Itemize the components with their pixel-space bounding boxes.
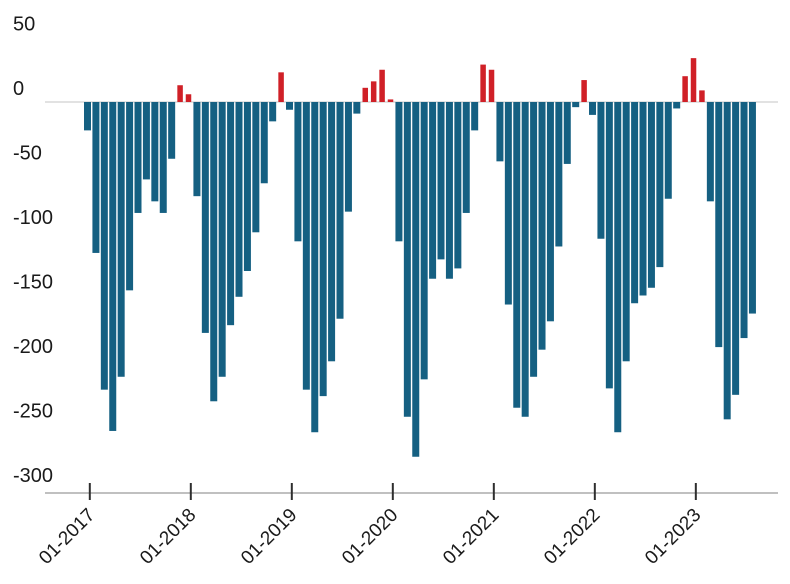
bar-negative [193,102,201,197]
bar-negative [740,102,748,339]
bar-positive [185,94,192,102]
bar-negative [336,102,344,319]
bar-negative [530,102,538,377]
bar-negative [605,102,613,389]
bar-negative [647,102,655,288]
y-tick-label: -200 [13,336,53,358]
bar-negative [631,102,639,304]
bar-negative [311,102,319,433]
bar-negative [412,102,420,457]
bar-negative [294,102,302,242]
y-tick-label: -100 [13,207,53,229]
bar-negative [201,102,209,333]
x-tick-label: 01-2017 [35,505,99,569]
bar-negative [622,102,630,362]
bar-negative [142,102,150,180]
bar-negative [664,102,672,199]
bar-negative [344,102,352,212]
bar-negative [429,102,437,279]
bar-positive [370,81,377,102]
bar-positive [581,80,587,102]
x-tick-label: 01-2023 [641,505,705,569]
bar-negative [521,102,529,417]
y-tick-label: -50 [13,143,42,165]
bar-negative [513,102,521,408]
bar-negative [723,102,731,420]
bar-negative [235,102,243,297]
y-tick-label: -150 [13,272,53,294]
bar-negative [445,102,453,279]
y-tick-label: -300 [13,465,53,487]
bar-positive [690,58,697,102]
bar-negative [614,102,622,433]
bar-positive [682,76,688,102]
bar-negative [395,102,403,242]
bar-negative [639,102,647,296]
bar-negative [269,102,277,122]
bar-negative [126,102,134,291]
x-tick-label: 01-2022 [540,505,604,569]
x-tick-label: 01-2021 [439,505,503,569]
bar-negative [715,102,723,348]
bar-negative [328,102,336,362]
bar-negative [353,102,361,114]
y-tick-label: 0 [13,78,24,100]
bar-positive [177,85,183,102]
bar-negative [218,102,226,377]
bar-negative [546,102,554,322]
bar-negative [420,102,428,380]
bar-negative [471,102,479,131]
bar-negative [151,102,159,202]
bar-negative [597,102,605,239]
bar-positive [699,90,705,102]
bar-negative [656,102,664,268]
bar-positive [480,64,486,102]
x-tick-label: 01-2018 [136,505,200,569]
bar-positive [488,69,495,102]
bar-negative [210,102,218,402]
bar-negative [403,102,411,417]
bar-negative [538,102,546,350]
bar-negative [134,102,142,213]
bar-negative [555,102,563,247]
bar-negative [84,102,91,131]
bar-negative [319,102,327,397]
bar-negative [92,102,100,253]
bar-negative [260,102,268,184]
bar-negative [732,102,740,395]
bar-negative [243,102,251,271]
bar-negative [100,102,108,390]
y-tick-label: 50 [13,14,35,36]
bar-negative [563,102,571,164]
bar-positive [387,99,394,102]
bar-negative [168,102,176,159]
y-tick-label: -250 [13,401,53,423]
bar-negative [748,102,756,314]
x-tick-label: 01-2019 [237,505,301,569]
bar-negative [437,102,445,260]
bar-negative [589,102,597,115]
bar-negative [462,102,470,213]
bar-positive [278,72,284,102]
bar-negative [159,102,167,213]
bar-negative [454,102,462,269]
bar-negative [286,102,294,110]
bar-negative [706,102,714,202]
bar-negative [227,102,235,326]
x-tick-label: 01-2020 [338,505,402,569]
bar-positive [362,87,369,102]
bar-negative [504,102,512,305]
bar-negative [496,102,504,162]
bar-negative [117,102,125,377]
bar-negative [252,102,260,233]
bar-negative [302,102,310,390]
bar-negative [572,102,580,108]
bar-negative [673,102,681,109]
bar-positive [379,69,385,102]
bar-negative [109,102,117,431]
